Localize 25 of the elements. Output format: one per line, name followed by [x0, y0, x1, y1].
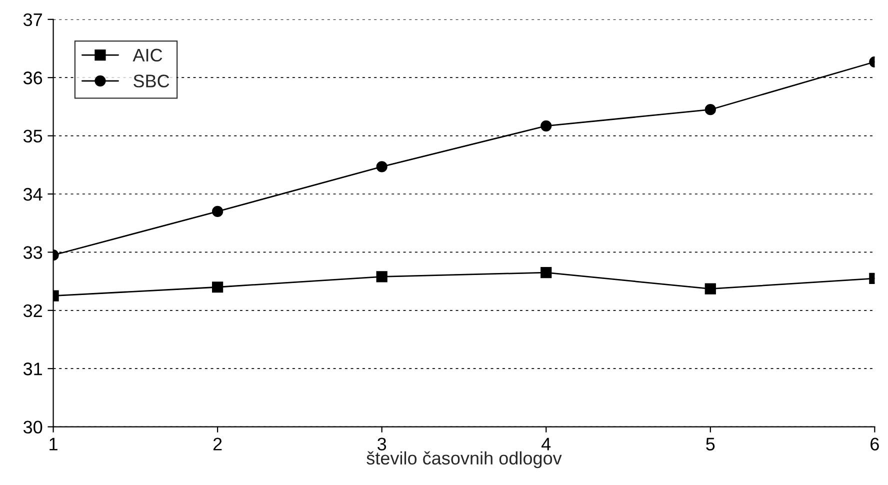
legend-label: SBC	[134, 74, 170, 88]
y-tick-label: 30	[23, 420, 42, 434]
x-tick-label: 2	[213, 438, 222, 450]
point	[376, 271, 388, 282]
x-tick-label: 5	[706, 438, 715, 450]
x-tick-label: 4	[542, 438, 551, 450]
point	[540, 120, 552, 132]
y-tick-label: 36	[23, 72, 42, 84]
point	[212, 282, 224, 293]
y-tick-label: 37	[23, 13, 42, 26]
legend-label: AIC	[132, 48, 162, 62]
x-axis-title: število časovnih odlogov	[366, 451, 562, 468]
x-tick-label: 3	[378, 438, 386, 450]
point	[704, 283, 716, 294]
point	[540, 267, 552, 278]
x-tick-label: 6	[870, 438, 879, 450]
y-tick-label: 31	[23, 362, 42, 376]
y-tick-label: 32	[23, 304, 42, 318]
point	[376, 161, 388, 172]
point	[704, 104, 716, 116]
y-tick-label: 34	[23, 188, 42, 201]
y-tick-label: 35	[23, 130, 42, 143]
point	[212, 206, 224, 218]
x-tick-label: 1	[50, 438, 58, 450]
y-tick-label: 33	[23, 246, 42, 259]
